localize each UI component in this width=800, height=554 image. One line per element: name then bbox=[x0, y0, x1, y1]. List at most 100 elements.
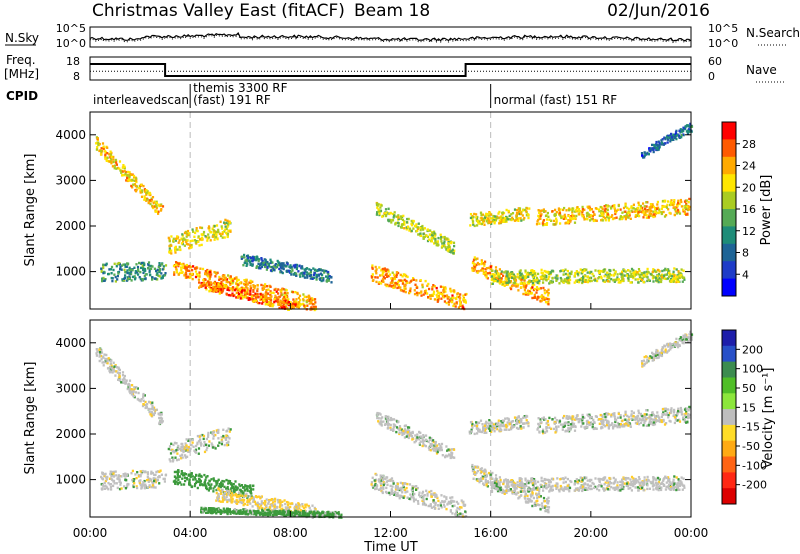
data-cell bbox=[604, 219, 607, 222]
data-cell bbox=[544, 214, 548, 218]
data-cell bbox=[132, 174, 136, 178]
data-cell bbox=[617, 281, 620, 284]
data-cell bbox=[310, 306, 313, 309]
data-cell bbox=[457, 306, 460, 309]
data-cell bbox=[217, 431, 220, 434]
data-cell bbox=[308, 268, 311, 271]
data-cell bbox=[104, 157, 107, 160]
data-cell bbox=[191, 277, 194, 281]
data-cell bbox=[135, 188, 138, 191]
data-cell bbox=[139, 270, 142, 274]
data-cell bbox=[634, 215, 637, 218]
data-cell bbox=[173, 441, 176, 445]
data-cell bbox=[233, 511, 236, 514]
data-cell bbox=[147, 407, 150, 411]
data-cell bbox=[627, 273, 630, 276]
data-cell bbox=[133, 387, 136, 391]
data-cell bbox=[286, 292, 289, 295]
data-cell bbox=[505, 274, 509, 278]
data-cell bbox=[229, 428, 232, 431]
data-cell bbox=[550, 219, 553, 222]
data-cell bbox=[137, 391, 140, 395]
data-cell bbox=[433, 230, 436, 233]
data-cell bbox=[516, 217, 519, 220]
data-cell bbox=[608, 275, 611, 278]
data-cell bbox=[147, 263, 150, 267]
data-cell bbox=[536, 278, 539, 281]
data-cell bbox=[653, 213, 656, 216]
data-cell bbox=[544, 296, 547, 300]
data-cell bbox=[493, 220, 496, 224]
data-cell bbox=[660, 139, 663, 142]
data-cell bbox=[514, 219, 517, 222]
data-cell bbox=[428, 233, 431, 236]
data-cell bbox=[230, 495, 233, 498]
data-cell bbox=[681, 128, 684, 132]
data-cell bbox=[686, 205, 689, 209]
data-cell bbox=[182, 237, 185, 240]
data-cell bbox=[184, 267, 187, 270]
data-cell bbox=[410, 222, 413, 226]
data-cell bbox=[672, 135, 675, 138]
data-cell bbox=[440, 442, 444, 446]
data-cell bbox=[476, 271, 479, 274]
data-cell bbox=[221, 231, 224, 234]
data-cell bbox=[229, 294, 232, 297]
data-cell bbox=[438, 292, 442, 295]
data-cell bbox=[100, 348, 103, 352]
data-cell bbox=[401, 282, 404, 285]
data-cell bbox=[122, 164, 125, 167]
data-cell bbox=[254, 292, 257, 295]
data-cell bbox=[380, 282, 383, 285]
data-cell bbox=[665, 206, 669, 209]
data-cell bbox=[639, 204, 642, 208]
data-cell bbox=[144, 196, 147, 200]
data-cell bbox=[600, 219, 603, 222]
data-cell bbox=[664, 267, 667, 271]
data-cell bbox=[568, 278, 572, 282]
data-cell bbox=[249, 298, 252, 301]
data-cell bbox=[656, 200, 659, 204]
data-cell bbox=[651, 143, 654, 147]
data-cell bbox=[292, 298, 295, 301]
data-cell bbox=[424, 444, 427, 448]
data-cell bbox=[589, 219, 592, 222]
data-cell bbox=[305, 267, 309, 270]
data-cell bbox=[118, 487, 122, 491]
data-cell bbox=[260, 261, 264, 264]
data-cell bbox=[279, 303, 282, 306]
data-cell bbox=[141, 279, 144, 282]
data-cell bbox=[581, 205, 584, 209]
data-cell bbox=[187, 474, 190, 477]
data-cell bbox=[436, 298, 440, 302]
data-cell bbox=[571, 209, 574, 213]
data-cell bbox=[653, 215, 657, 218]
data-cell bbox=[146, 198, 149, 201]
data-cell bbox=[231, 292, 234, 295]
data-cell bbox=[255, 296, 258, 299]
data-cell bbox=[526, 207, 529, 210]
data-cell bbox=[160, 421, 163, 424]
data-cell bbox=[604, 207, 607, 211]
data-cell bbox=[260, 495, 263, 498]
data-cell bbox=[115, 370, 118, 373]
data-cell bbox=[249, 282, 252, 285]
data-cell bbox=[537, 287, 540, 291]
data-cell bbox=[228, 430, 231, 433]
data-cell bbox=[687, 204, 690, 208]
data-cell bbox=[459, 296, 462, 300]
data-cell bbox=[653, 146, 656, 150]
data-cell bbox=[514, 275, 517, 279]
data-cell bbox=[217, 492, 220, 496]
data-cell bbox=[543, 289, 546, 292]
data-cell bbox=[607, 219, 610, 222]
data-cell bbox=[156, 470, 159, 473]
data-cell bbox=[280, 513, 283, 516]
data-cell bbox=[185, 242, 189, 246]
data-cell bbox=[502, 220, 505, 223]
data-cell bbox=[275, 290, 278, 293]
data-cell bbox=[507, 218, 510, 221]
data-cell bbox=[113, 365, 116, 368]
data-cell bbox=[371, 279, 374, 282]
data-cell bbox=[246, 283, 249, 286]
